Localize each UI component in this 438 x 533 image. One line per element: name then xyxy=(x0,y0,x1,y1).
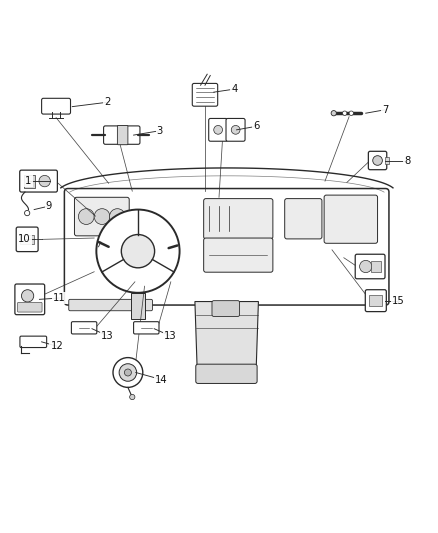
Bar xyxy=(24,175,35,188)
Text: 13: 13 xyxy=(164,330,176,341)
Circle shape xyxy=(331,110,336,116)
FancyBboxPatch shape xyxy=(285,199,322,239)
FancyBboxPatch shape xyxy=(192,84,218,106)
Circle shape xyxy=(110,209,125,224)
Text: 2: 2 xyxy=(104,97,110,107)
FancyBboxPatch shape xyxy=(117,125,128,145)
Circle shape xyxy=(373,156,382,165)
FancyBboxPatch shape xyxy=(368,151,387,169)
Text: 3: 3 xyxy=(157,126,163,136)
Text: 11: 11 xyxy=(53,293,66,303)
Bar xyxy=(385,157,389,164)
Bar xyxy=(371,261,381,272)
Text: 15: 15 xyxy=(392,296,405,305)
FancyBboxPatch shape xyxy=(42,98,71,114)
Circle shape xyxy=(124,369,131,376)
Text: 10: 10 xyxy=(18,235,30,244)
Text: 1: 1 xyxy=(25,176,32,186)
Text: 12: 12 xyxy=(50,341,64,351)
FancyBboxPatch shape xyxy=(365,290,386,312)
FancyBboxPatch shape xyxy=(20,336,46,348)
Circle shape xyxy=(21,290,34,302)
Circle shape xyxy=(94,209,110,224)
Circle shape xyxy=(113,358,143,387)
FancyBboxPatch shape xyxy=(103,126,140,144)
FancyBboxPatch shape xyxy=(212,301,240,317)
FancyBboxPatch shape xyxy=(204,199,273,239)
Circle shape xyxy=(96,209,180,293)
FancyBboxPatch shape xyxy=(196,364,257,383)
FancyBboxPatch shape xyxy=(324,195,378,243)
Circle shape xyxy=(119,364,137,381)
Circle shape xyxy=(231,125,240,134)
Circle shape xyxy=(78,209,94,224)
Bar xyxy=(369,295,382,306)
FancyBboxPatch shape xyxy=(74,197,129,236)
FancyBboxPatch shape xyxy=(226,118,245,141)
FancyBboxPatch shape xyxy=(355,254,385,279)
Bar xyxy=(20,235,34,244)
FancyBboxPatch shape xyxy=(15,284,45,314)
Circle shape xyxy=(349,111,353,115)
Circle shape xyxy=(130,394,135,400)
FancyBboxPatch shape xyxy=(18,302,42,312)
FancyBboxPatch shape xyxy=(64,189,389,305)
FancyBboxPatch shape xyxy=(20,170,57,192)
FancyBboxPatch shape xyxy=(69,300,152,311)
FancyBboxPatch shape xyxy=(134,322,159,334)
Bar xyxy=(131,293,145,319)
FancyBboxPatch shape xyxy=(16,227,38,252)
Text: 13: 13 xyxy=(101,330,113,341)
Polygon shape xyxy=(195,302,258,367)
FancyBboxPatch shape xyxy=(209,118,228,141)
Circle shape xyxy=(25,211,30,216)
Text: 8: 8 xyxy=(404,156,410,166)
Text: 9: 9 xyxy=(46,201,52,211)
Text: 4: 4 xyxy=(231,84,237,94)
Circle shape xyxy=(39,175,50,187)
Circle shape xyxy=(121,235,155,268)
Circle shape xyxy=(214,125,223,134)
FancyBboxPatch shape xyxy=(204,238,273,272)
Text: 6: 6 xyxy=(253,122,259,131)
Circle shape xyxy=(343,111,347,115)
Circle shape xyxy=(360,260,372,273)
Text: 7: 7 xyxy=(382,104,389,115)
FancyBboxPatch shape xyxy=(71,322,97,334)
Text: 14: 14 xyxy=(155,375,167,384)
